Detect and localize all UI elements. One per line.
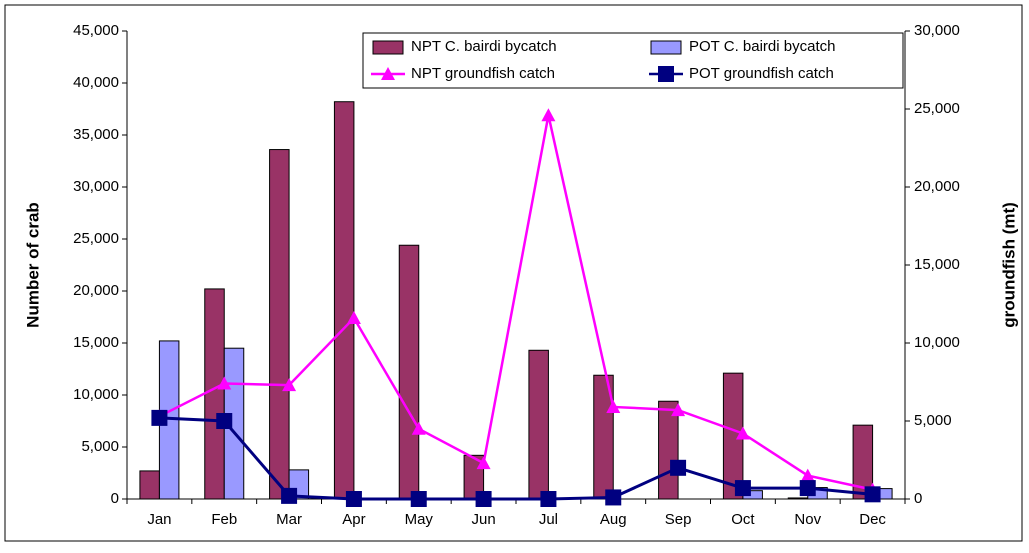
y2-tick-label: 15,000 xyxy=(914,256,960,273)
y2-tick-label: 30,000 xyxy=(914,22,960,39)
point xyxy=(734,480,751,497)
bar xyxy=(204,288,225,500)
y-tick-label: 25,000 xyxy=(73,230,119,247)
x-tick-label: Apr xyxy=(342,511,365,528)
point xyxy=(671,403,686,417)
line-series xyxy=(159,416,873,501)
bar xyxy=(398,244,420,500)
x-tick-label: Nov xyxy=(794,511,821,528)
point xyxy=(735,426,750,440)
bar xyxy=(269,149,290,500)
point xyxy=(540,491,557,507)
y-tick-label: 20,000 xyxy=(73,282,119,299)
point xyxy=(475,491,492,507)
legend-swatch xyxy=(372,40,404,55)
point xyxy=(151,409,168,426)
point xyxy=(605,489,622,506)
y-tick-label: 5,000 xyxy=(81,438,119,455)
point xyxy=(799,480,816,497)
y2-tick-label: 10,000 xyxy=(914,334,960,351)
point xyxy=(541,108,556,122)
point xyxy=(346,311,361,325)
x-tick-label: May xyxy=(405,511,434,528)
point xyxy=(281,487,298,504)
legend-label: POT C. bairdi bycatch xyxy=(689,38,835,55)
line-series xyxy=(158,114,873,491)
y2-tick-label: 5,000 xyxy=(914,412,952,429)
x-tick-label: Sep xyxy=(665,511,692,528)
y-tick-label: 40,000 xyxy=(73,74,119,91)
legend-label: NPT C. bairdi bycatch xyxy=(411,38,557,55)
y2-axis-label: groundfish (mt) xyxy=(999,202,1018,328)
legend xyxy=(362,32,904,89)
x-tick-label: Dec xyxy=(859,511,886,528)
y2-tick-label: 20,000 xyxy=(914,178,960,195)
x-tick-label: Feb xyxy=(211,511,237,528)
legend-marker xyxy=(658,66,674,82)
bar xyxy=(528,349,549,500)
x-tick-label: Jan xyxy=(147,511,171,528)
point xyxy=(410,491,427,507)
y-tick-label: 30,000 xyxy=(73,178,119,195)
x-tick-label: Aug xyxy=(600,511,627,528)
point xyxy=(411,421,426,435)
y-tick-label: 45,000 xyxy=(73,22,119,39)
bar xyxy=(333,101,355,500)
point xyxy=(345,491,362,507)
point xyxy=(670,459,687,476)
legend-marker xyxy=(381,67,395,80)
y-axis-label: Number of crab xyxy=(23,202,42,328)
point xyxy=(216,413,233,429)
y-tick-label: 35,000 xyxy=(73,126,119,143)
x-tick-label: Jul xyxy=(539,511,558,528)
legend-swatch xyxy=(650,40,682,55)
point xyxy=(864,486,881,503)
point xyxy=(217,376,232,390)
y2-tick-label: 25,000 xyxy=(914,100,960,117)
x-tick-label: Jun xyxy=(471,511,495,528)
y-tick-label: 0 xyxy=(111,490,119,507)
point xyxy=(282,378,297,392)
y2-tick-label: 0 xyxy=(914,490,922,507)
bar xyxy=(139,470,160,500)
x-tick-label: Oct xyxy=(731,511,755,528)
point xyxy=(800,468,815,482)
y-tick-label: 15,000 xyxy=(73,334,119,351)
point xyxy=(476,456,491,470)
y-tick-label: 10,000 xyxy=(73,386,119,403)
legend-label: NPT groundfish catch xyxy=(411,65,555,82)
legend-label: POT groundfish catch xyxy=(689,65,834,82)
point xyxy=(606,399,621,413)
x-tick-label: Mar xyxy=(276,511,302,528)
